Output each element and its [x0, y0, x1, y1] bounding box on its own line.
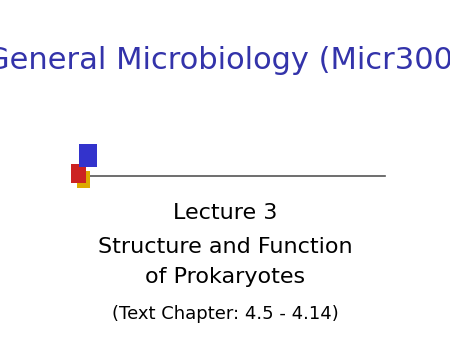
Text: of Prokaryotes: of Prokaryotes [145, 267, 305, 287]
Bar [71, 164, 86, 183]
Text: Lecture 3: Lecture 3 [173, 203, 277, 223]
Text: General Microbiology (Micr300): General Microbiology (Micr300) [0, 46, 450, 75]
Text: (Text Chapter: 4.5 - 4.14): (Text Chapter: 4.5 - 4.14) [112, 305, 338, 323]
Bar [80, 144, 97, 167]
Text: Structure and Function: Structure and Function [98, 237, 352, 257]
Bar [76, 171, 90, 188]
